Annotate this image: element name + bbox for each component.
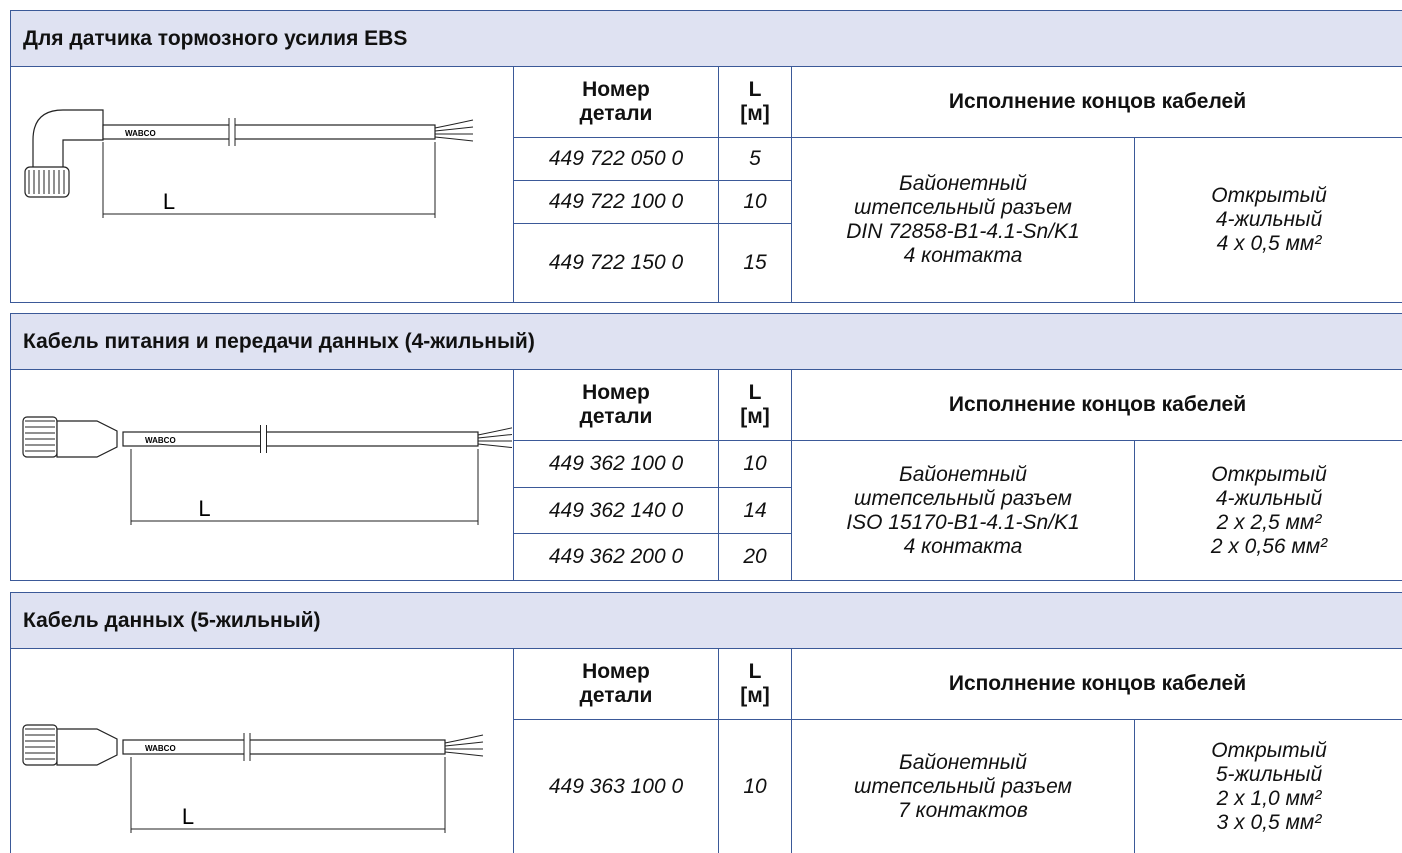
wire: [477, 427, 512, 436]
part-number: 449 363 100 0: [513, 719, 719, 853]
cable-break: [260, 427, 266, 451]
wire: [477, 433, 512, 439]
connector-type: Байонетный штепсельный разъем ISO 15170-…: [791, 440, 1135, 581]
column-header: L [м]: [718, 369, 792, 441]
cable-end: Открытый 5-жильный 2 x 1,0 мм² 3 x 0,5 м…: [1134, 719, 1402, 853]
cable-drawing: WABCO L: [21, 416, 512, 525]
column-header: L [м]: [718, 648, 792, 720]
wire: [444, 751, 483, 757]
cable: [101, 124, 436, 140]
cable-break: [228, 120, 235, 144]
dimension-label: L: [198, 496, 210, 521]
connector-body: [55, 728, 118, 766]
column-header: Исполнение концов кабелей: [791, 369, 1402, 441]
wire: [444, 734, 483, 744]
column-header: Номер детали: [513, 66, 719, 138]
cable: [121, 739, 446, 755]
cable-drawing-cell: WABCO L: [10, 369, 514, 581]
length: 5: [718, 137, 792, 181]
length: 20: [718, 533, 792, 581]
wire: [434, 119, 473, 129]
wire: [434, 126, 473, 132]
section-title: Для датчика тормозного усилия EBS: [10, 10, 1402, 67]
cable-drawing-cell: WABCO L: [10, 66, 514, 303]
connector-type: Байонетный штепсельный разъем DIN 72858-…: [791, 137, 1135, 303]
column-header: Исполнение концов кабелей: [791, 66, 1402, 138]
connector: [31, 109, 104, 181]
wire: [444, 741, 483, 747]
brand-label: WABCO: [125, 129, 156, 138]
part-number: 449 722 150 0: [513, 223, 719, 303]
part-number: 449 362 140 0: [513, 487, 719, 534]
dimension-label: L: [162, 189, 174, 214]
cable-end: Открытый 4-жильный 4 x 0,5 мм²: [1134, 137, 1402, 303]
length: 10: [718, 180, 792, 224]
cable: [121, 431, 479, 447]
wire: [477, 443, 512, 449]
length: 10: [718, 719, 792, 853]
cable-drawing: WABCO L: [21, 724, 483, 833]
cable-break: [243, 735, 250, 759]
brand-label: WABCO: [145, 436, 176, 445]
connector-type: Байонетный штепсельный разъем 7 контакто…: [791, 719, 1135, 853]
cable-drawing-cell: WABCO L: [10, 648, 514, 853]
part-number: 449 722 050 0: [513, 137, 719, 181]
part-number: 449 362 200 0: [513, 533, 719, 581]
connector-body: [55, 420, 118, 458]
part-number: 449 362 100 0: [513, 440, 719, 488]
column-header: L [м]: [718, 66, 792, 138]
section-title: Кабель данных (5-жильный): [10, 592, 1402, 649]
connector-nut: [23, 166, 70, 198]
part-number: 449 722 100 0: [513, 180, 719, 224]
column-header: Номер детали: [513, 369, 719, 441]
length: 15: [718, 223, 792, 303]
wire: [434, 136, 473, 142]
length: 10: [718, 440, 792, 488]
length: 14: [718, 487, 792, 534]
column-header: Номер детали: [513, 648, 719, 720]
column-header: Исполнение концов кабелей: [791, 648, 1402, 720]
dimension-label: L: [181, 804, 193, 829]
brand-label: WABCO: [145, 744, 176, 753]
cable-end: Открытый 4-жильный 2 x 2,5 мм² 2 x 0,56 …: [1134, 440, 1402, 581]
section-title: Кабель питания и передачи данных (4-жиль…: [10, 313, 1402, 370]
cable-drawing: WABCO L: [23, 109, 473, 218]
